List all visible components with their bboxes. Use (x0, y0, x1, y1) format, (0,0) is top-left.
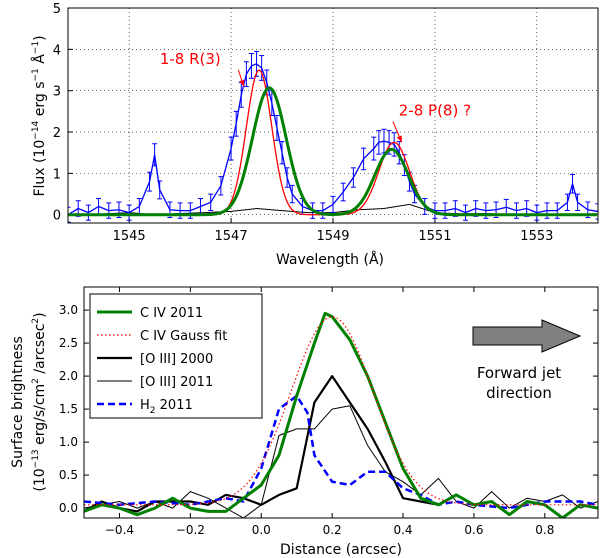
legend-h2-rest: 2011 (156, 398, 193, 413)
top-annotation-label: 2-8 P(8) ? (399, 102, 471, 120)
bottom-ytick-label: 2.5 (59, 336, 78, 350)
legend-label-civ-gauss: C IV Gauss fit (140, 329, 227, 344)
legend-frame (89, 293, 263, 419)
bottom-ylabel-part: ) (32, 312, 48, 317)
top-ylabel-sup: −1 (31, 68, 41, 81)
top-ylabel-part: ) (32, 35, 48, 40)
bottom-ytick-label: 3.0 (59, 303, 78, 317)
bottom-xtick-label: 0.6 (464, 523, 483, 537)
bottom-xtick-label: −0.4 (105, 523, 134, 537)
top-xtick-label: 1547 (215, 229, 248, 244)
bottom-ytick-label: 1.5 (59, 402, 78, 416)
bottom-ylabel-sup: −13 (31, 449, 41, 468)
bottom-ytick-label: 1.0 (59, 435, 78, 449)
bottom-series-civ2011 (84, 311, 598, 518)
bottom-plot-frame (83, 286, 599, 519)
bottom-xtick-label: 0.2 (323, 523, 342, 537)
top-ticks: 1545 1547 1549 1551 1553 0 1 2 3 4 5 (53, 2, 554, 244)
top-series-observed (68, 63, 598, 216)
bottom-series-civ-gauss (84, 316, 598, 506)
bottom-xtick-label: 0.8 (535, 523, 554, 537)
top-xtick-label: 1553 (520, 229, 553, 244)
legend: C IV 2011 C IV Gauss fit [O III] 2000 [O… (89, 293, 263, 419)
bottom-ticks: −0.4 −0.2 0.0 0.2 0.4 0.6 0.8 0.0 0.5 1.0 1.5 2.0 2.… (59, 287, 598, 537)
bottom-xtick-label: −0.2 (176, 523, 205, 537)
jet-direction-label-1: Forward jet (477, 364, 561, 382)
top-ylabel-part: erg s (32, 82, 48, 121)
bottom-xtick-label: 0.4 (393, 523, 412, 537)
bottom-xlabel: Distance (arcsec) (280, 542, 402, 558)
top-ytick-label: 1 (53, 167, 61, 182)
bottom-ylabel-part: erg/s/cm (32, 384, 48, 450)
bottom-ytick-label: 0.5 (59, 468, 78, 482)
top-series (68, 50, 598, 223)
legend-label-oiii2011: [O III] 2011 (140, 375, 213, 390)
bottom-ylabel-sup: 2 (31, 318, 41, 324)
legend-label-civ2011: C IV 2011 (140, 306, 203, 321)
top-ytick-label: 2 (53, 126, 61, 141)
top-xtick-label: 1549 (316, 229, 349, 244)
legend-h2-sub: 2 (150, 406, 156, 416)
top-ytick-label: 3 (53, 85, 61, 100)
top-ytick-label: 0 (53, 209, 61, 224)
top-annotation-arrowhead (239, 79, 245, 87)
top-ylabel-part: Å (31, 54, 48, 68)
legend-label-h2-2011: H2 2011 (140, 398, 193, 416)
top-ytick-label: 4 (53, 43, 61, 58)
bottom-ylabel-line1: Surface brightness (10, 336, 26, 468)
bottom-ylabel-line2: (10−13 erg/s/cm2 /arcsec2) (31, 312, 48, 491)
top-xtick-label: 1551 (418, 229, 451, 244)
top-xtick-label: 1545 (113, 229, 146, 244)
top-xlabel: Wavelength (Å) (276, 251, 384, 268)
top-annotation-label: 1-8 R(3) (160, 50, 221, 68)
top-panel: 1545 1547 1549 1551 1553 0 1 2 3 4 5 Wavelength (Å… (31, 2, 599, 268)
bottom-ytick-label: 0.0 (59, 501, 78, 515)
top-ylabel-part: Flux (10 (32, 140, 48, 197)
bottom-ylabel-part: (10 (32, 468, 48, 491)
bottom-panel: −0.4 −0.2 0.0 0.2 0.4 0.6 0.8 0.0 0.5 1.0 1.5 2.0 2.… (10, 286, 599, 558)
top-ytick-label: 5 (53, 2, 61, 17)
top-plot-frame (67, 7, 599, 224)
bottom-series (84, 311, 598, 518)
jet-direction-label-2: direction (486, 384, 552, 402)
bottom-xtick-label: 0.0 (252, 523, 271, 537)
top-ylabel-sup: −1 (31, 41, 41, 54)
top-series-civ-model (68, 86, 597, 217)
legend-h2-main: H (140, 398, 150, 413)
top-annotations: 1-8 R(3) 2-8 P(8) ? (160, 50, 471, 143)
top-series-gauss-fit (68, 69, 597, 216)
forward-jet-arrow-icon (472, 319, 582, 353)
bottom-series-oiii2000 (84, 375, 439, 513)
top-ylabel-sup: −14 (31, 120, 41, 139)
bottom-ylabel-sup: 2 (31, 378, 41, 384)
bottom-ytick-label: 2.0 (59, 369, 78, 383)
bottom-ylabel-part: /arcsec (32, 324, 48, 379)
legend-label-oiii2000: [O III] 2000 (140, 352, 213, 367)
top-ylabel: Flux (10−14 erg s−1 Å−1) (31, 35, 48, 196)
top-annotation-arrowhead (396, 135, 402, 143)
